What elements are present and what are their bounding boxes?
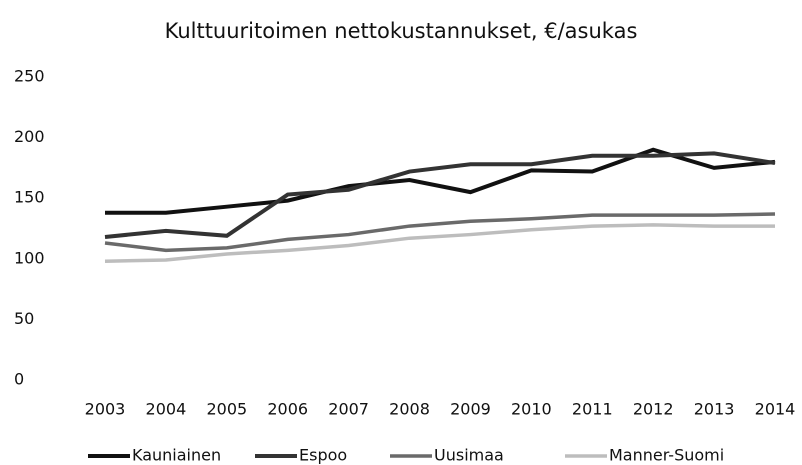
legend-label: Manner-Suomi (609, 446, 724, 465)
y-tick-label: 150 (14, 188, 45, 207)
x-tick-label: 2003 (85, 400, 126, 419)
x-tick-label: 2004 (146, 400, 187, 419)
legend-label: Uusimaa (434, 446, 504, 465)
y-tick-label: 250 (14, 67, 45, 86)
y-tick-label: 50 (14, 309, 34, 328)
line-series (104, 151, 776, 239)
y-tick-label: 100 (14, 248, 45, 267)
x-tick-label: 2010 (511, 400, 552, 419)
x-tick-label: 2005 (206, 400, 247, 419)
x-tick-label: 2014 (755, 400, 796, 419)
x-tick-label: 2008 (389, 400, 430, 419)
y-tick-label: 200 (14, 127, 45, 146)
x-tick-label: 2009 (450, 400, 491, 419)
chart-title: Kulttuuritoimen nettokustannukset, €/asu… (165, 19, 638, 43)
line-series (104, 212, 776, 253)
legend-label: Kauniainen (132, 446, 221, 465)
x-tick-label: 2013 (694, 400, 735, 419)
x-tick-label: 2011 (572, 400, 613, 419)
x-tick-label: 2012 (633, 400, 674, 419)
x-tick-label: 2007 (328, 400, 369, 419)
x-tick-label: 2006 (267, 400, 308, 419)
y-tick-label: 0 (14, 370, 24, 389)
line-series (105, 147, 776, 215)
legend-label: Espoo (299, 446, 347, 465)
line-series (104, 223, 775, 263)
